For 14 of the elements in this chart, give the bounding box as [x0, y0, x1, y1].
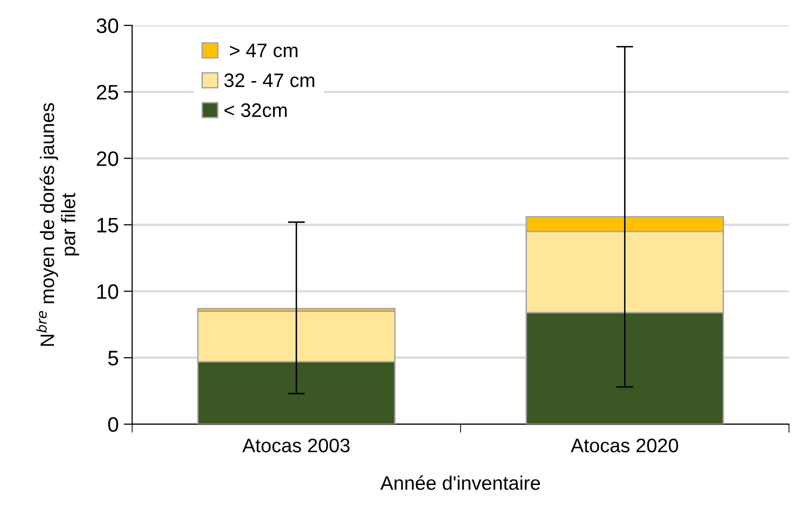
legend-label: 32 - 47 cm [224, 73, 314, 88]
y-tick-label: 30 [96, 18, 118, 34]
y-tick-label: 0 [108, 417, 118, 432]
legend-label: < 32cm [224, 103, 287, 118]
x-tick-label: Atocas 2003 [242, 438, 350, 452]
y-tick-label: 10 [97, 284, 118, 300]
y-tick-label: 15 [97, 218, 118, 233]
y-tick-label: 5 [108, 350, 118, 366]
y-tick-label: 25 [96, 84, 118, 100]
y-axis-title: N$^{bre}$ moyen de dorés jaunes par filet [36, 103, 80, 346]
x-tick-label: Atocas 2020 [570, 438, 678, 452]
x-axis-title: Année d'inventaire [380, 475, 540, 490]
legend-label: > 47 cm [230, 44, 298, 58]
y-tick-label: 20 [96, 151, 118, 166]
